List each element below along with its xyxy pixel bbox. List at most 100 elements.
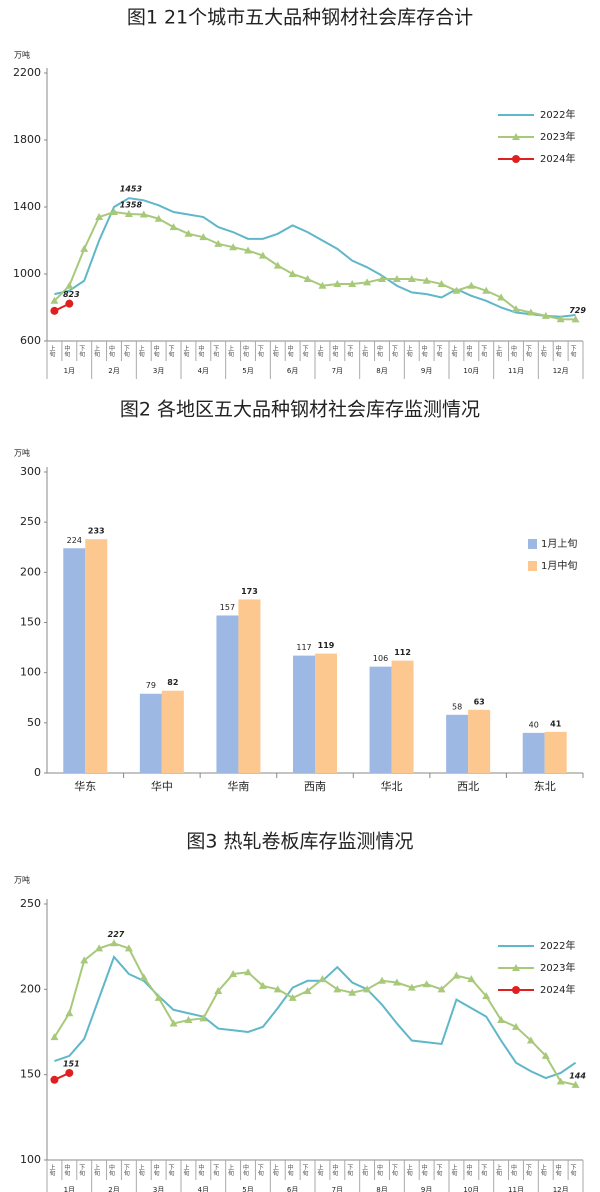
x-tick-label: 中旬 [465,344,472,358]
data-label: 1453 [120,185,143,194]
x-tick-label: 上旬 [227,344,234,358]
marker [169,1019,178,1027]
marker [422,980,431,988]
data-label: 233 [88,527,105,536]
marker [512,1022,520,1030]
x-tick-label: 上旬 [271,344,278,358]
y-tick-label: 250 [20,515,41,528]
y-unit: 万吨 [14,448,30,458]
y-unit: 万吨 [14,50,30,60]
x-tick-label: 上旬 [539,1163,546,1177]
y-tick-label: 150 [20,616,41,629]
series-line [54,197,576,318]
data-label: 40 [529,720,539,729]
marker [214,239,223,247]
x-tick-label: 上旬 [137,1163,144,1177]
x-tick-label: 下旬 [346,1164,353,1177]
month-label: 6月 [287,1186,298,1192]
marker [50,306,59,315]
month-label: 9月 [421,1186,432,1192]
month-label: 8月 [376,1186,387,1192]
x-tick-label: 中旬 [152,344,159,358]
x-tick-label: 中旬 [554,344,561,358]
month-label: 10月 [463,1186,479,1192]
marker [452,286,461,294]
bar [139,693,162,773]
marker [65,1009,74,1017]
y-tick-label: 300 [20,465,41,478]
y-unit: 万吨 [14,875,30,885]
marker [437,280,446,288]
x-tick-label: 华北 [381,779,403,793]
marker [229,243,238,251]
bar [216,615,239,773]
marker [526,1036,535,1044]
data-label: 63 [474,697,485,706]
x-tick-label: 上旬 [450,1163,457,1177]
x-tick-label: 东北 [534,780,556,793]
bar [85,539,108,773]
x-tick-label: 下旬 [78,345,85,358]
y-tick-label: 100 [20,1153,41,1166]
x-tick-label: 中旬 [331,344,338,358]
chart-3: 图3 热轧卷板库存监测情况 万吨 100150200250上旬 中旬 下旬 上旬 中旬下… [14,831,586,1192]
marker [333,280,342,288]
marker [497,293,506,301]
marker [318,281,327,289]
marker [541,311,550,319]
marker [378,275,386,283]
series-line [53,942,576,1086]
x-tick-label: 中旬 [376,344,383,358]
marker [50,1075,59,1084]
x-tick-label: 下旬 [524,345,531,358]
marker [258,981,267,989]
marker [363,278,372,286]
data-label: 227 [108,930,125,939]
marker [95,944,104,952]
x-tick-label: 中旬 [63,1163,70,1177]
bar [544,731,567,773]
data-label: 173 [241,587,258,596]
month-label: 7月 [332,1186,343,1192]
bar [238,599,261,773]
month-label: 12月 [553,1186,569,1192]
x-tick-label: 下旬 [122,345,129,358]
y-tick-label: 1400 [13,200,41,213]
data-label: 79 [146,681,156,690]
x-tick-label: 上旬 [48,1163,55,1177]
x-tick-label: 上旬 [93,1163,100,1177]
x-tick-label: 下旬 [301,345,308,358]
marker [139,210,148,218]
month-label: 9月 [421,367,432,375]
x-tick-label: 华东 [74,779,96,793]
marker [184,1016,193,1024]
marker [80,244,89,252]
marker [467,281,476,289]
x-tick-label: 下旬 [256,1164,263,1177]
x-tick-label: 中旬 [108,1163,115,1177]
y-tick-label: 150 [20,1068,41,1081]
month-label: 1月 [64,1186,75,1192]
x-tick-label: 中旬 [510,344,517,358]
marker [65,281,74,289]
y-tick-label: 250 [20,897,41,910]
marker [169,223,178,231]
x-tick-label: 上旬 [361,1163,368,1177]
bar [522,732,545,773]
legend-marker [512,986,520,994]
chart-1: 图1 21个城市五大品种钢材社会库存合计 万吨 600 1000 1400 1800 2… [13,7,586,379]
legend-label: 2022年 [540,108,575,121]
x-tick-label: 中旬 [108,344,115,358]
marker [392,978,401,986]
marker [110,208,118,216]
x-tick-label: 上旬 [48,344,55,358]
x-tick-label: 上旬 [495,344,502,358]
bar [391,660,414,773]
marker [124,944,133,952]
x-tick-label: 下旬 [390,1164,397,1177]
marker [244,968,252,976]
x-tick-label: 上旬 [93,344,100,358]
marker [512,305,520,313]
x-tick-label: 中旬 [286,1163,293,1177]
